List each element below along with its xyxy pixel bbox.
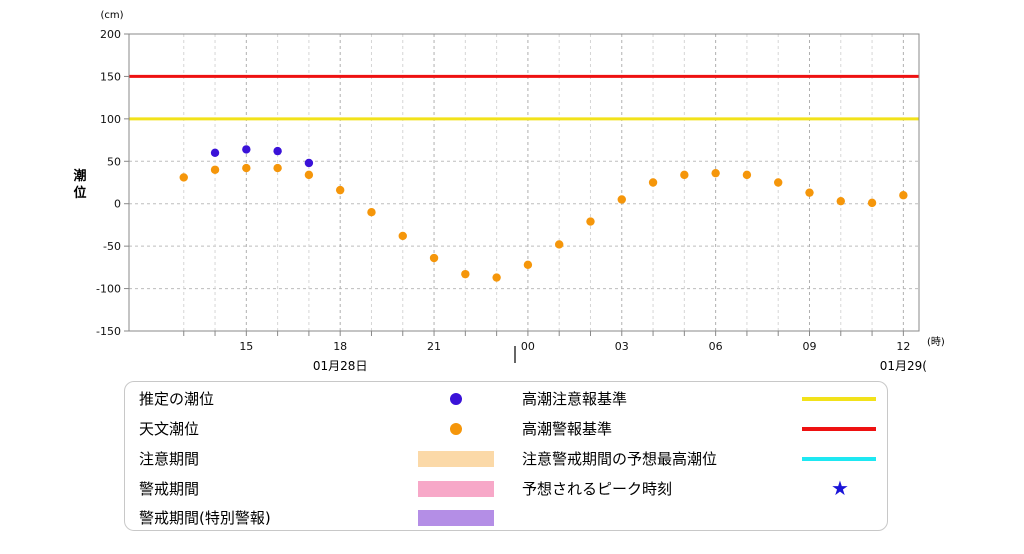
- y-axis-title: 潮位: [73, 168, 86, 201]
- y-unit-label: (cm): [100, 10, 123, 21]
- date-label: 01月29(: [880, 359, 927, 373]
- data-point: [367, 208, 376, 217]
- data-point: [273, 146, 282, 156]
- data-point: [492, 273, 501, 282]
- data-point: [742, 170, 752, 180]
- data-points: [179, 145, 908, 282]
- legend: 推定の潮位 天文潮位 注意期間 警戒期間 警戒期間(特別警報) 高潮注意報基準 …: [124, 381, 888, 531]
- legend-label-storm-surge-advisory-level: 高潮注意報基準: [522, 390, 628, 408]
- legend-symbol-astronomical-tide: [450, 423, 462, 435]
- y-tick-label: 50: [107, 155, 121, 168]
- grid-layer: [124, 33, 919, 336]
- x-tick-label: 09: [802, 340, 816, 353]
- y-axis-title-char: 潮: [73, 168, 86, 184]
- x-tick-label: 15: [239, 340, 253, 353]
- data-point: [335, 185, 345, 195]
- axis-labels: 200 150 100 50 0 -50 -100 -150 15 18 21 00 03 06 09 12 0…: [96, 28, 927, 373]
- legend-symbol-storm-surge-warning-level: [802, 427, 876, 431]
- legend-label-astronomical-tide: 天文潮位: [139, 420, 200, 438]
- data-point: [523, 260, 533, 270]
- reference-lines: [129, 74, 919, 121]
- data-point: [867, 198, 877, 208]
- y-tick-label: -100: [96, 283, 121, 296]
- data-point: [398, 231, 407, 241]
- legend-symbol-special-warning-period: [418, 510, 494, 526]
- legend-symbol-forecast-max-tide: [802, 457, 876, 461]
- plot-frame: [128, 33, 920, 332]
- data-point: [461, 269, 470, 279]
- data-point: [586, 217, 595, 226]
- y-tick-label: -50: [103, 240, 121, 253]
- legend-label-storm-surge-warning-level: 高潮警報基準: [522, 420, 613, 438]
- legend-label-expected-peak-time: 予想されるピーク時刻: [522, 480, 673, 498]
- legend-label-forecast-max-tide: 注意警戒期間の予想最高潮位: [522, 450, 718, 468]
- tide-chart: 200 150 100 50 0 -50 -100 -150 15 18 21 00 03 06 09 12 0…: [73, 10, 945, 373]
- data-point: [836, 196, 845, 206]
- x-unit-label: (時): [927, 336, 945, 348]
- y-tick-label: 0: [114, 198, 121, 211]
- legend-label-estimated-tide: 推定の潮位: [139, 390, 215, 408]
- star-icon: ★: [831, 476, 849, 500]
- data-point: [273, 163, 282, 173]
- x-tick-label: 03: [615, 340, 629, 353]
- legend-symbol-caution-period: [418, 451, 494, 467]
- data-point: [179, 173, 188, 182]
- data-point: [711, 168, 720, 178]
- y-tick-label: 200: [100, 28, 121, 41]
- x-tick-label: 12: [896, 340, 910, 353]
- legend-symbol-estimated-tide: [450, 393, 462, 405]
- data-point: [805, 188, 814, 197]
- data-point: [304, 170, 314, 180]
- data-point: [680, 170, 689, 180]
- y-axis-title-char: 位: [73, 185, 86, 201]
- legend-label-warning-period: 警戒期間: [139, 480, 200, 498]
- date-label: 01月28日: [313, 359, 368, 373]
- legend-label-special-warning-period: 警戒期間(特別警報): [139, 509, 271, 527]
- data-point: [617, 195, 626, 204]
- x-tick-label: 06: [709, 340, 723, 353]
- data-point: [554, 240, 564, 249]
- x-tick-label: 00: [521, 340, 535, 353]
- y-tick-label: 100: [100, 113, 121, 126]
- data-point: [429, 253, 439, 263]
- y-tick-label: -150: [96, 325, 121, 338]
- data-point: [242, 145, 251, 154]
- legend-symbol-warning-period: [418, 481, 494, 497]
- data-point: [304, 158, 314, 168]
- x-tick-label: 18: [333, 340, 347, 353]
- legend-symbol-storm-surge-advisory-level: [802, 397, 876, 401]
- data-point: [210, 165, 220, 174]
- data-point: [242, 163, 251, 173]
- data-point: [648, 178, 658, 187]
- legend-label-caution-period: 注意期間: [139, 450, 200, 468]
- data-point: [210, 148, 220, 157]
- y-tick-label: 150: [100, 70, 121, 83]
- data-point: [774, 178, 783, 187]
- data-point: [899, 191, 908, 200]
- x-tick-label: 21: [427, 340, 441, 353]
